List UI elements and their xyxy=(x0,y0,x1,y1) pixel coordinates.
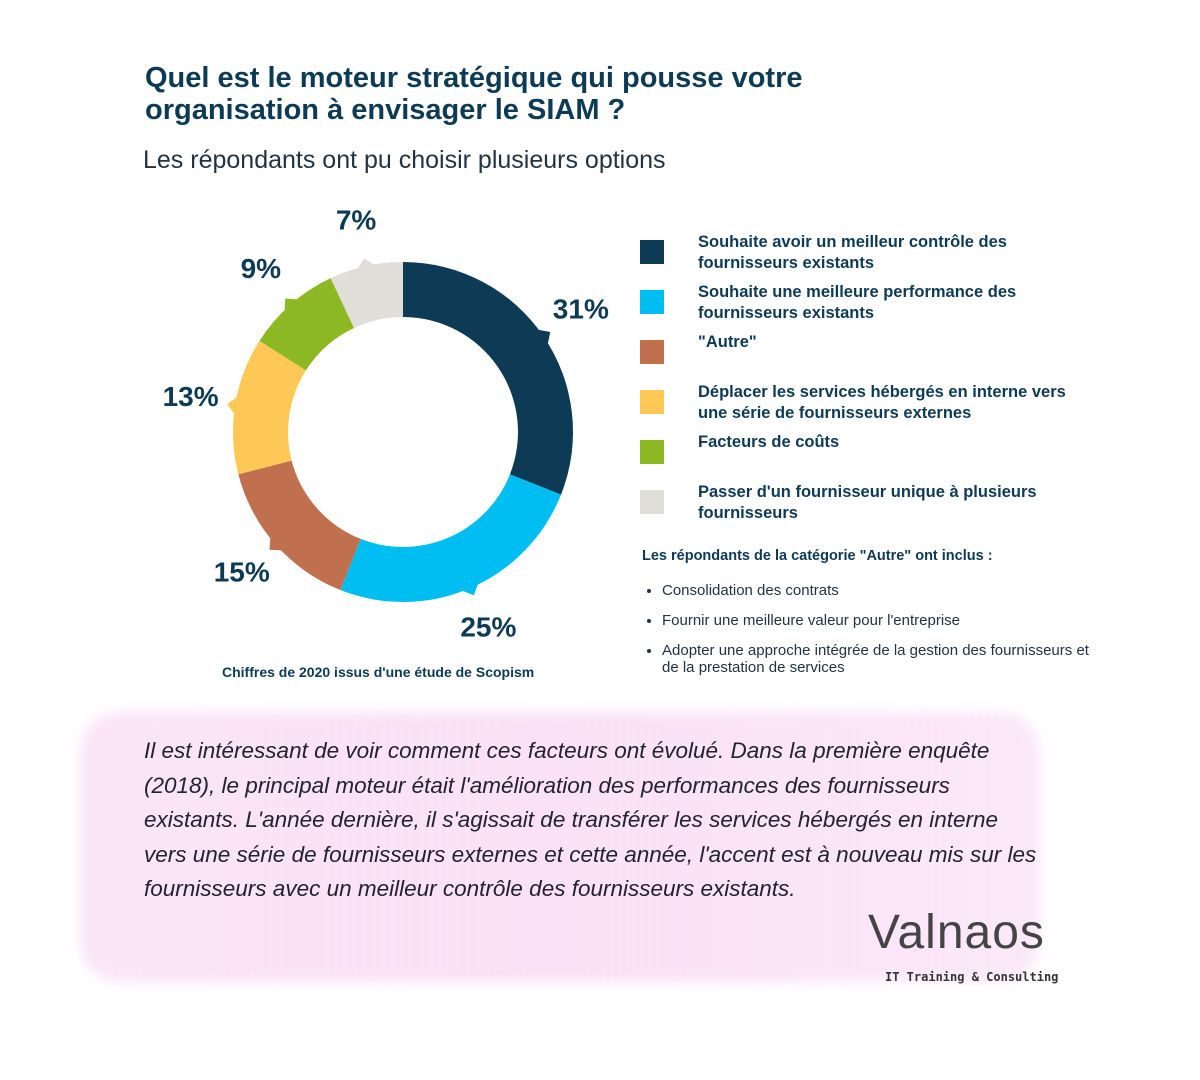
legend-label: Facteurs de coûts xyxy=(698,433,840,451)
donut-slice xyxy=(259,278,355,371)
legend-label: "Autre" xyxy=(698,333,757,351)
slice-label: 9% xyxy=(241,253,282,284)
legend-swatch xyxy=(640,490,664,514)
slice-label: 13% xyxy=(163,381,219,412)
slice-label: 31% xyxy=(553,294,609,325)
source-note: Chiffres de 2020 issus d'une étude de Sc… xyxy=(222,664,535,680)
other-item: Fournir une meilleure valeur pour l'entr… xyxy=(662,612,1102,629)
brush-background xyxy=(80,712,1040,982)
chart-title: Quel est le moteur stratégique qui pouss… xyxy=(145,62,803,126)
callout-pointer xyxy=(284,298,300,313)
donut-chart: 31% 25% 15% 13% 9% 7% xyxy=(163,205,609,643)
donut-slice xyxy=(340,474,562,602)
legend-item: Facteurs de coûts xyxy=(640,432,1100,482)
legend-item: Passer d'un fournisseur unique à plusieu… xyxy=(640,482,1100,532)
donut-slice xyxy=(403,262,573,495)
other-item: Adopter une approche intégrée de la gest… xyxy=(662,642,1102,676)
legend-label: Souhaite avoir un meilleur contrôle des … xyxy=(698,233,1007,272)
donut-slice xyxy=(233,340,306,475)
legend-label: Déplacer les services hébergés en intern… xyxy=(698,383,1066,422)
other-list: Consolidation des contrats Fournir une me… xyxy=(642,582,1102,689)
legend-item: Souhaite une meilleure performance des f… xyxy=(640,282,1100,332)
legend-swatch xyxy=(640,340,664,364)
callout-pointer xyxy=(356,258,377,271)
callout-pointer xyxy=(269,535,284,551)
comment-text: Il est intéressant de voir comment ces f… xyxy=(144,738,1037,901)
callout-pointer xyxy=(536,329,551,347)
slice-label: 7% xyxy=(336,205,377,236)
legend-item: Souhaite avoir un meilleur contrôle des … xyxy=(640,232,1100,282)
logo: Valnaos xyxy=(868,906,1045,959)
slice-label: 15% xyxy=(214,557,270,588)
legend-label: Passer d'un fournisseur unique à plusieu… xyxy=(698,483,1037,522)
legend-swatch xyxy=(640,440,664,464)
legend-swatch xyxy=(640,390,664,414)
legend: Souhaite avoir un meilleur contrôle des … xyxy=(640,232,1100,532)
legend-item: "Autre" xyxy=(640,332,1100,382)
callout-pointer xyxy=(227,395,239,416)
legend-swatch xyxy=(640,240,664,264)
logo-tagline: IT Training & Consulting xyxy=(885,970,1059,984)
other-item: Consolidation des contrats xyxy=(662,582,1102,599)
chart-subtitle: Les répondants ont pu choisir plusieurs … xyxy=(143,146,666,174)
legend-swatch xyxy=(640,290,664,314)
donut-slice xyxy=(330,262,403,328)
callout-pointer xyxy=(460,581,479,596)
legend-item: Déplacer les services hébergés en intern… xyxy=(640,382,1100,432)
legend-label: Souhaite une meilleure performance des f… xyxy=(698,283,1017,322)
donut-slice xyxy=(238,460,361,591)
slice-label: 25% xyxy=(460,612,516,643)
other-heading: Les répondants de la catégorie "Autre" o… xyxy=(642,548,993,564)
